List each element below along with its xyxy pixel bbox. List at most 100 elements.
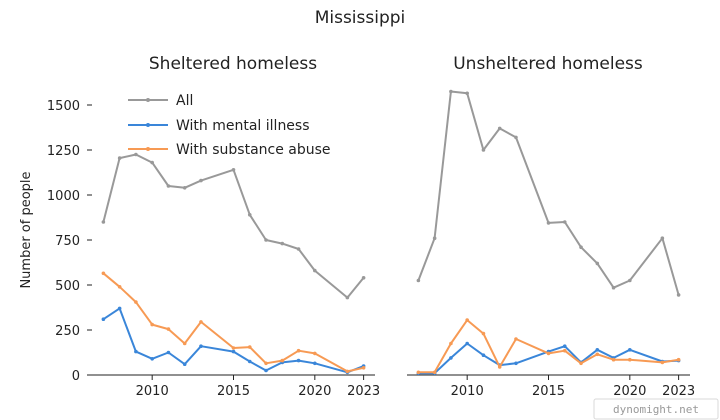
- sheltered-point-with-mental-illness: [313, 361, 317, 366]
- sheltered-point-all: [296, 247, 301, 251]
- legend-marker-mental-illness: [146, 123, 150, 127]
- unsheltered-point-all: [660, 236, 665, 240]
- sheltered-point-with-substance-abuse: [280, 358, 285, 363]
- unsheltered-point-with-substance-abuse: [546, 351, 551, 356]
- sheltered-point-with-mental-illness: [182, 362, 187, 367]
- sheltered-point-with-substance-abuse: [117, 285, 122, 289]
- sheltered-point-with-mental-illness: [296, 358, 301, 363]
- sheltered-y-tick-label: 1500: [47, 99, 80, 114]
- sheltered-point-with-substance-abuse: [199, 320, 203, 324]
- sheltered-point-with-substance-abuse: [182, 341, 187, 346]
- sheltered-point-with-mental-illness: [231, 349, 236, 354]
- sheltered-y-tick-label: 750: [55, 234, 80, 249]
- legend-label-mental-illness: With mental illness: [176, 118, 310, 134]
- sheltered-point-all: [247, 213, 252, 217]
- unsheltered-point-with-substance-abuse: [676, 357, 681, 362]
- unsheltered-series-with-mental-illness: [417, 342, 680, 375]
- sheltered-point-all: [150, 160, 154, 165]
- legend-marker-all: [146, 98, 150, 102]
- sheltered-y-tick-label: 1250: [47, 144, 80, 159]
- y-axis-label: Number of people: [19, 171, 34, 288]
- sheltered-x-tick-label: 2023: [347, 384, 380, 399]
- unsheltered-point-with-mental-illness: [562, 344, 567, 349]
- legend-marker-substance-abuse: [146, 147, 150, 151]
- sheltered-point-with-substance-abuse: [313, 351, 317, 356]
- unsheltered-point-with-substance-abuse: [481, 331, 486, 336]
- unsheltered-point-with-mental-illness: [449, 356, 453, 360]
- unsheltered-x-tick-label: 2023: [662, 384, 695, 399]
- unsheltered-point-all: [611, 285, 616, 290]
- unsheltered-point-with-substance-abuse: [562, 348, 567, 353]
- sheltered-point-with-substance-abuse: [231, 346, 236, 350]
- sheltered-y-tick-label: 500: [55, 279, 80, 294]
- sheltered-point-with-substance-abuse: [247, 345, 252, 349]
- sheltered-point-with-substance-abuse: [166, 327, 171, 331]
- sheltered-point-with-mental-illness: [199, 344, 203, 349]
- sheltered-series-all: [102, 153, 365, 299]
- sheltered-point-with-mental-illness: [134, 349, 138, 354]
- figure-title: Mississippi: [315, 8, 406, 28]
- unsheltered-point-with-substance-abuse: [514, 337, 518, 341]
- unsheltered-series-with-substance-abuse: [417, 319, 680, 374]
- sheltered-point-with-substance-abuse: [296, 348, 301, 353]
- sheltered-x-tick-label: 2015: [217, 384, 250, 399]
- unsheltered-point-with-substance-abuse: [449, 341, 453, 346]
- sheltered-point-with-substance-abuse: [264, 361, 268, 366]
- sheltered-series-with-mental-illness: [102, 307, 365, 374]
- unsheltered-point-with-substance-abuse: [497, 365, 502, 369]
- sheltered-x-tick-label: 2010: [136, 384, 169, 399]
- sheltered-point-all: [199, 178, 203, 183]
- sheltered-point-with-substance-abuse: [101, 271, 106, 276]
- unsheltered-point-all: [546, 221, 551, 225]
- sheltered-point-all: [231, 168, 236, 172]
- sheltered-point-with-mental-illness: [117, 306, 122, 311]
- legend: All With mental illness With substance a…: [128, 93, 331, 158]
- sheltered-panel: Sheltered homeless 2010 2015 2020 2023 0 250 5…: [47, 54, 380, 399]
- watermark-box: [593, 398, 719, 420]
- unsheltered-point-all: [595, 261, 600, 266]
- unsheltered-x-tick-label: 2020: [613, 384, 646, 399]
- unsheltered-point-all: [579, 245, 583, 249]
- unsheltered-point-with-mental-illness: [514, 361, 518, 366]
- sheltered-point-with-substance-abuse: [134, 300, 138, 304]
- unsheltered-x-tick-label: 2010: [451, 384, 484, 399]
- sheltered-point-with-mental-illness: [150, 357, 154, 361]
- unsheltered-point-all: [449, 89, 453, 94]
- sheltered-point-all: [166, 184, 171, 188]
- sheltered-point-all: [264, 238, 268, 242]
- unsheltered-point-with-mental-illness: [481, 353, 486, 358]
- sheltered-point-with-mental-illness: [247, 359, 252, 364]
- unsheltered-point-all: [481, 148, 486, 152]
- unsheltered-panel-title: Unsheltered homeless: [453, 54, 643, 74]
- unsheltered-point-all: [465, 91, 469, 96]
- legend-label-substance-abuse: With substance abuse: [176, 142, 331, 158]
- sheltered-point-with-substance-abuse: [345, 369, 350, 374]
- unsheltered-point-with-substance-abuse: [595, 352, 600, 357]
- unsheltered-point-all: [562, 220, 567, 224]
- sheltered-point-all: [101, 220, 106, 224]
- unsheltered-point-with-substance-abuse: [579, 361, 583, 366]
- unsheltered-x-tick-label: 2015: [532, 384, 565, 399]
- sheltered-x-tick-label: 2020: [298, 384, 331, 399]
- sheltered-point-with-mental-illness: [166, 350, 171, 355]
- unsheltered-point-with-substance-abuse: [660, 360, 665, 365]
- sheltered-point-with-mental-illness: [264, 368, 268, 373]
- unsheltered-point-with-mental-illness: [628, 348, 632, 352]
- sheltered-series-with-substance-abuse: [102, 272, 365, 373]
- unsheltered-point-all: [416, 278, 421, 283]
- unsheltered-point-with-mental-illness: [595, 348, 600, 352]
- watermark-text: dynomight.net: [613, 403, 699, 416]
- sheltered-point-all: [134, 152, 138, 157]
- sheltered-point-all: [280, 241, 285, 246]
- sheltered-panel-title: Sheltered homeless: [149, 54, 317, 74]
- sheltered-point-with-substance-abuse: [361, 366, 366, 370]
- sheltered-point-all: [361, 276, 366, 280]
- sheltered-point-all: [345, 295, 350, 300]
- unsheltered-point-with-substance-abuse: [465, 318, 469, 322]
- unsheltered-point-all: [514, 135, 518, 140]
- legend-label-all: All: [176, 93, 193, 109]
- sheltered-y-tick-label: 0: [72, 369, 80, 384]
- unsheltered-point-all: [497, 126, 502, 131]
- unsheltered-point-with-substance-abuse: [628, 357, 632, 362]
